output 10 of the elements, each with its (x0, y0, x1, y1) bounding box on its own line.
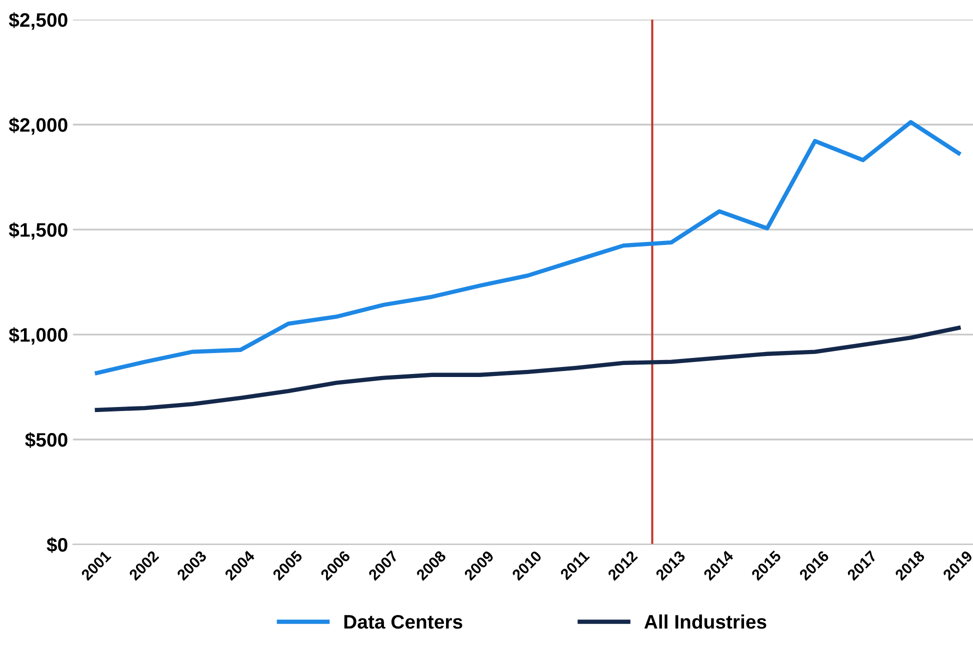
line-series (94, 120, 961, 376)
line-series (94, 326, 961, 412)
y-tick-label: $2,000 (8, 117, 68, 135)
y-tick-label: $2,500 (8, 12, 68, 30)
y-tick-label: $0 (46, 537, 68, 553)
y-tick-label: $1,000 (8, 327, 68, 345)
legend-label: All Industries (644, 614, 766, 629)
y-tick-label: $1,500 (8, 222, 68, 240)
legend-label: Data Centers (344, 614, 462, 629)
y-tick-label: $500 (25, 432, 68, 448)
